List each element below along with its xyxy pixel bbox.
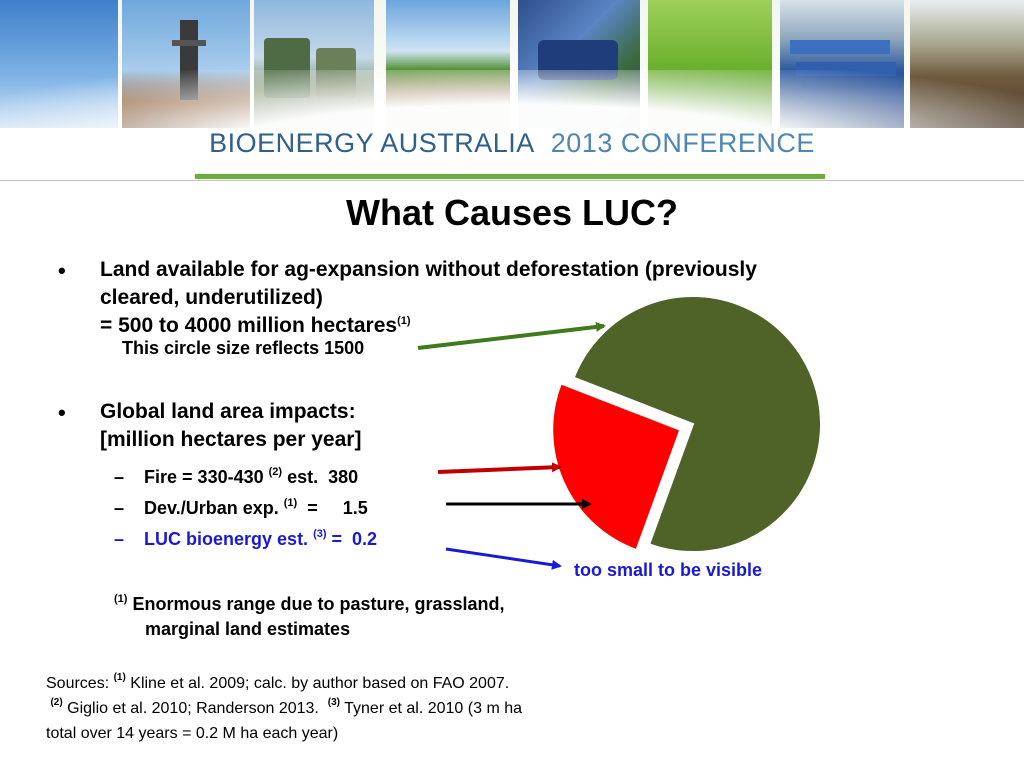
bullet1-line3-text: = 500 to 4000 million hectares	[100, 314, 398, 337]
footnote-ref-3: (3)	[313, 528, 327, 540]
conference-banner: BIOENERGY AUSTRALIA 2013 CONFERENCE	[0, 0, 1024, 180]
banner-title-year: 2013 CONFERENCE	[550, 128, 815, 158]
source-3: Tyner et al. 2010 (3 m ha	[339, 700, 523, 717]
source-3-continued: total over 14 years = 0.2 M ha each year…	[46, 725, 339, 742]
source-ref-3: (3)	[327, 697, 340, 708]
footnote-ref-2: (2)	[268, 466, 283, 478]
subitem-fire: – Fire = 330-430 (2) est. 380	[114, 467, 358, 488]
sources: Sources: (1) Kline et al. 2009; calc. by…	[46, 671, 666, 746]
bullet-marker: •	[58, 258, 66, 283]
subitem-dash: –	[114, 498, 125, 518]
banner-title: BIOENERGY AUSTRALIA 2013 CONFERENCE	[0, 128, 1024, 159]
subitem-fire-text: Fire = 330-430	[144, 467, 269, 487]
sources-prefix: Sources:	[46, 675, 114, 692]
slide-title: What Causes LUC?	[345, 192, 679, 233]
too-small-label: too small to be visible	[574, 560, 763, 580]
bullet-available-land: Land available for ag-expansion without …	[100, 256, 920, 340]
subitem-urban: – Dev./Urban exp. (1) = 1.5	[114, 498, 368, 519]
subitem-luc-value: = 0.2	[326, 529, 378, 549]
bullet2-line2: [million hectares per year]	[100, 428, 362, 451]
arrow-to-fire-wedge	[437, 462, 562, 474]
circle-size-note: This circle size reflects 1500	[122, 338, 365, 358]
bullet-land-impacts: Global land area impacts: [million hecta…	[100, 398, 520, 454]
bullet2-line1: Global land area impacts:	[100, 400, 356, 423]
subitem-dash: –	[114, 467, 125, 487]
source-ref-2: (2)	[50, 697, 63, 708]
header-divider	[0, 180, 1024, 181]
subitem-luc-text: LUC bioenergy est.	[144, 529, 314, 549]
footnote: (1) Enormous range due to pasture, grass…	[114, 592, 505, 642]
bullet1-line3: = 500 to 4000 million hectares(1)	[100, 312, 920, 340]
footnote-marker: (1)	[114, 593, 128, 605]
banner-green-rule	[195, 174, 825, 179]
subitem-luc-bioenergy: – LUC bioenergy est. (3) = 0.2	[114, 529, 377, 550]
arrow-to-luc	[445, 547, 562, 570]
banner-title-main: BIOENERGY AUSTRALIA	[209, 128, 535, 158]
footnote-ref-1: (1)	[397, 315, 411, 327]
subitem-urban-text: Dev./Urban exp.	[144, 498, 284, 518]
bullet-marker: •	[58, 400, 66, 425]
bullet1-line1: Land available for ag-expansion without …	[100, 258, 757, 281]
source-ref-1: (1)	[113, 672, 126, 683]
source-1: Kline et al. 2009; calc. by author based…	[125, 675, 510, 692]
subitem-fire-value: est. 380	[282, 467, 359, 487]
banner-fade	[0, 70, 1024, 180]
footnote-line1: Enormous range due to pasture, grassland…	[132, 594, 505, 614]
source-2: Giglio et al. 2010; Randerson 2013.	[62, 700, 328, 717]
bullet1-line2: cleared, underutilized)	[100, 286, 323, 309]
subitem-dash: –	[114, 529, 125, 549]
footnote-line2: marginal land estimates	[145, 619, 351, 639]
footnote-ref-1: (1)	[283, 497, 298, 509]
fire-wedge	[551, 382, 682, 552]
subitem-urban-value: = 1.5	[297, 498, 368, 518]
